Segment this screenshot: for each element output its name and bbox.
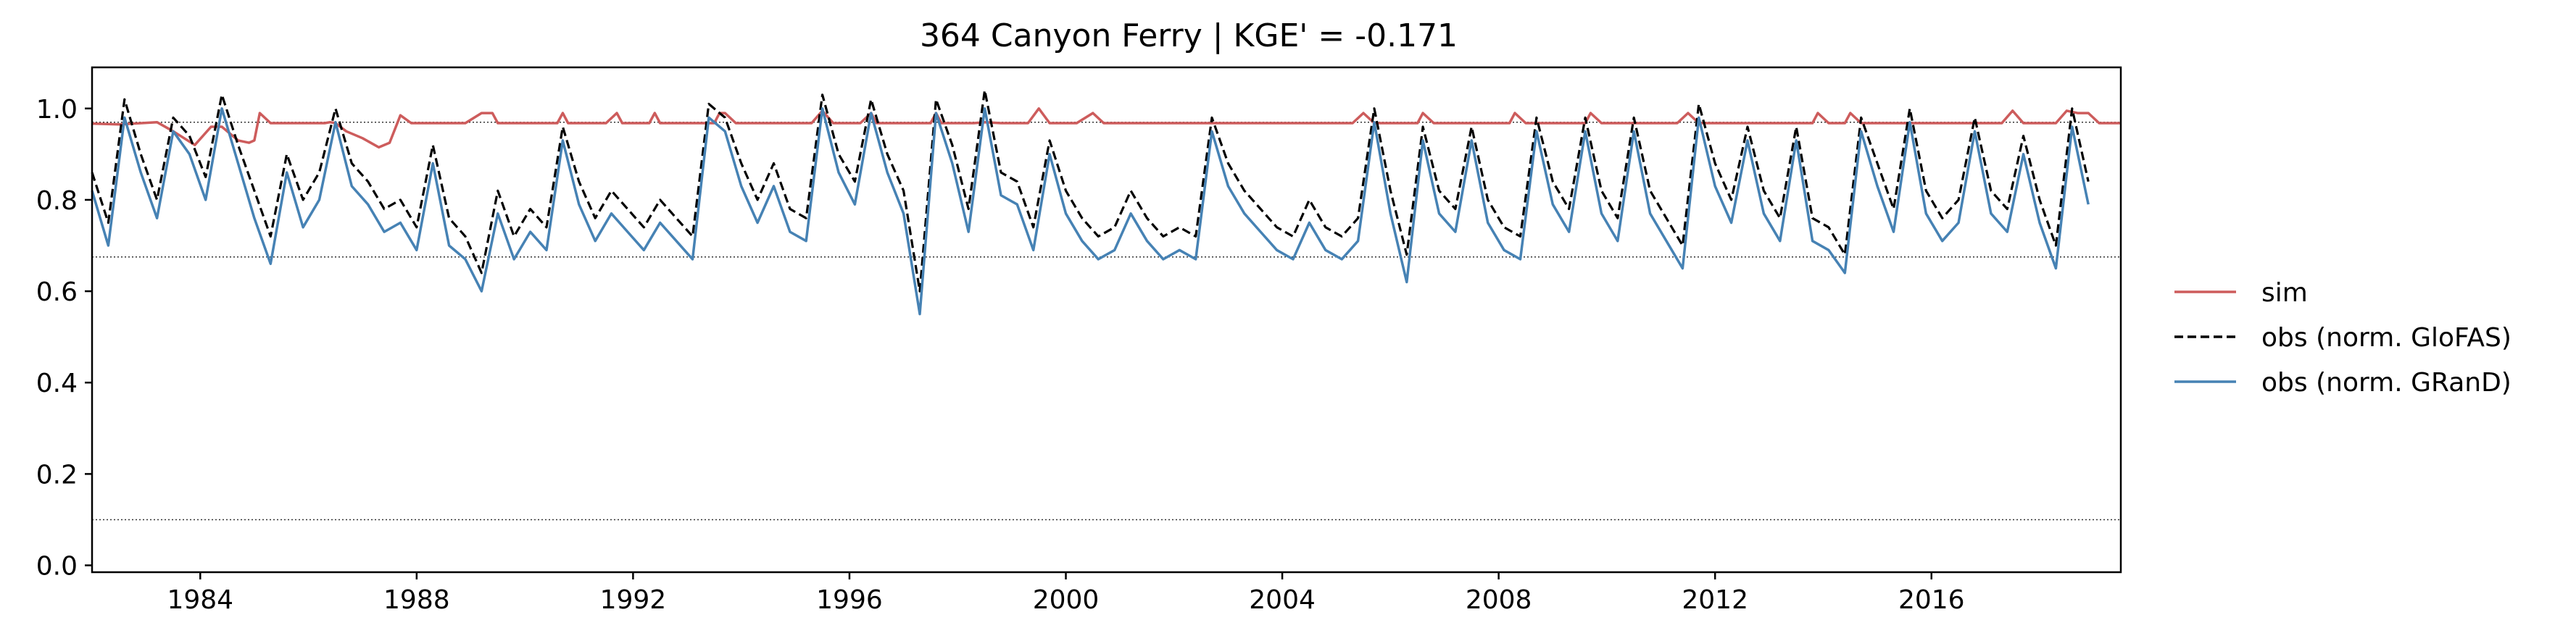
x-tick-label-5: 2004 bbox=[1249, 585, 1316, 615]
y-tick-label-5: 1.0 bbox=[36, 95, 78, 125]
y-tick-label-2: 0.4 bbox=[36, 369, 78, 398]
series-line-1 bbox=[91, 88, 2090, 293]
y-tick-label-4: 0.8 bbox=[36, 186, 78, 216]
series-layer bbox=[91, 88, 2121, 316]
x-tick-label-4: 2000 bbox=[1033, 585, 1100, 615]
x-tick-label-0: 1984 bbox=[167, 585, 233, 615]
plot-frame bbox=[91, 66, 2122, 574]
y-tick-label-1: 0.2 bbox=[36, 460, 78, 490]
series-line-2 bbox=[91, 107, 2090, 316]
series-line-0 bbox=[91, 107, 2121, 149]
x-tick-label-3: 1996 bbox=[816, 585, 883, 615]
chart-title: 364 Canyon Ferry | KGE' = -0.171 bbox=[920, 17, 1458, 54]
legend-label-2: obs (norm. GRanD) bbox=[2261, 368, 2511, 398]
x-tick-label-1: 1988 bbox=[383, 585, 450, 615]
y-axis: 0.0 0.2 0.4 0.6 0.8 1.0 bbox=[36, 95, 92, 582]
x-tick-label-8: 2016 bbox=[1898, 585, 1965, 615]
reference-lines bbox=[92, 121, 2121, 521]
y-tick-label-0: 0.0 bbox=[36, 552, 78, 582]
x-tick-label-2: 1992 bbox=[600, 585, 667, 615]
legend-label-1: obs (norm. GloFAS) bbox=[2261, 323, 2511, 353]
legend: sim obs (norm. GloFAS) obs (norm. GRanD) bbox=[2174, 278, 2511, 398]
legend-label-0: sim bbox=[2261, 278, 2308, 308]
x-tick-label-6: 2008 bbox=[1466, 585, 1532, 615]
x-tick-label-7: 2012 bbox=[1682, 585, 1748, 615]
y-tick-label-3: 0.6 bbox=[36, 277, 78, 307]
x-axis: 1984 1988 1992 1996 2000 2004 2008 2012 2016 bbox=[167, 572, 1965, 615]
